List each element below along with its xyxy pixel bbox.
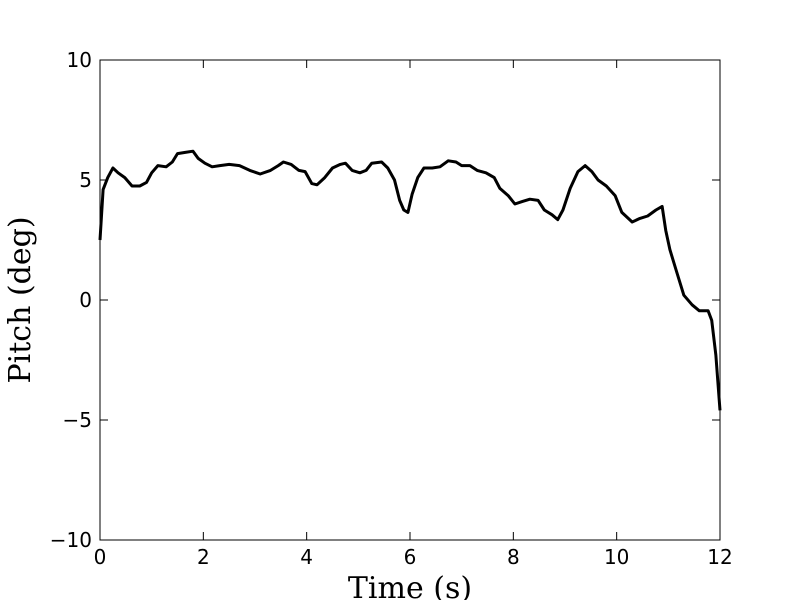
x-tick-label: 2 <box>197 545 210 569</box>
plot-frame <box>99 59 721 541</box>
x-tick-label: 10 <box>604 545 629 569</box>
x-tick-label: 4 <box>300 545 313 569</box>
x-tick-label: 0 <box>94 545 107 569</box>
y-axis-label: Pitch (deg) <box>3 216 38 383</box>
y-tick-label: 0 <box>79 288 92 312</box>
y-tick-label: 10 <box>67 48 92 72</box>
x-tick-label: 8 <box>507 545 520 569</box>
x-tick-label: 6 <box>404 545 417 569</box>
x-tick-label: 12 <box>707 545 732 569</box>
y-tick-label: 5 <box>79 168 92 192</box>
y-tick-label: −10 <box>50 528 92 552</box>
data-line <box>98 149 722 411</box>
x-axis-label: Time (s) <box>348 571 472 600</box>
y-tick-label: −5 <box>63 408 92 432</box>
